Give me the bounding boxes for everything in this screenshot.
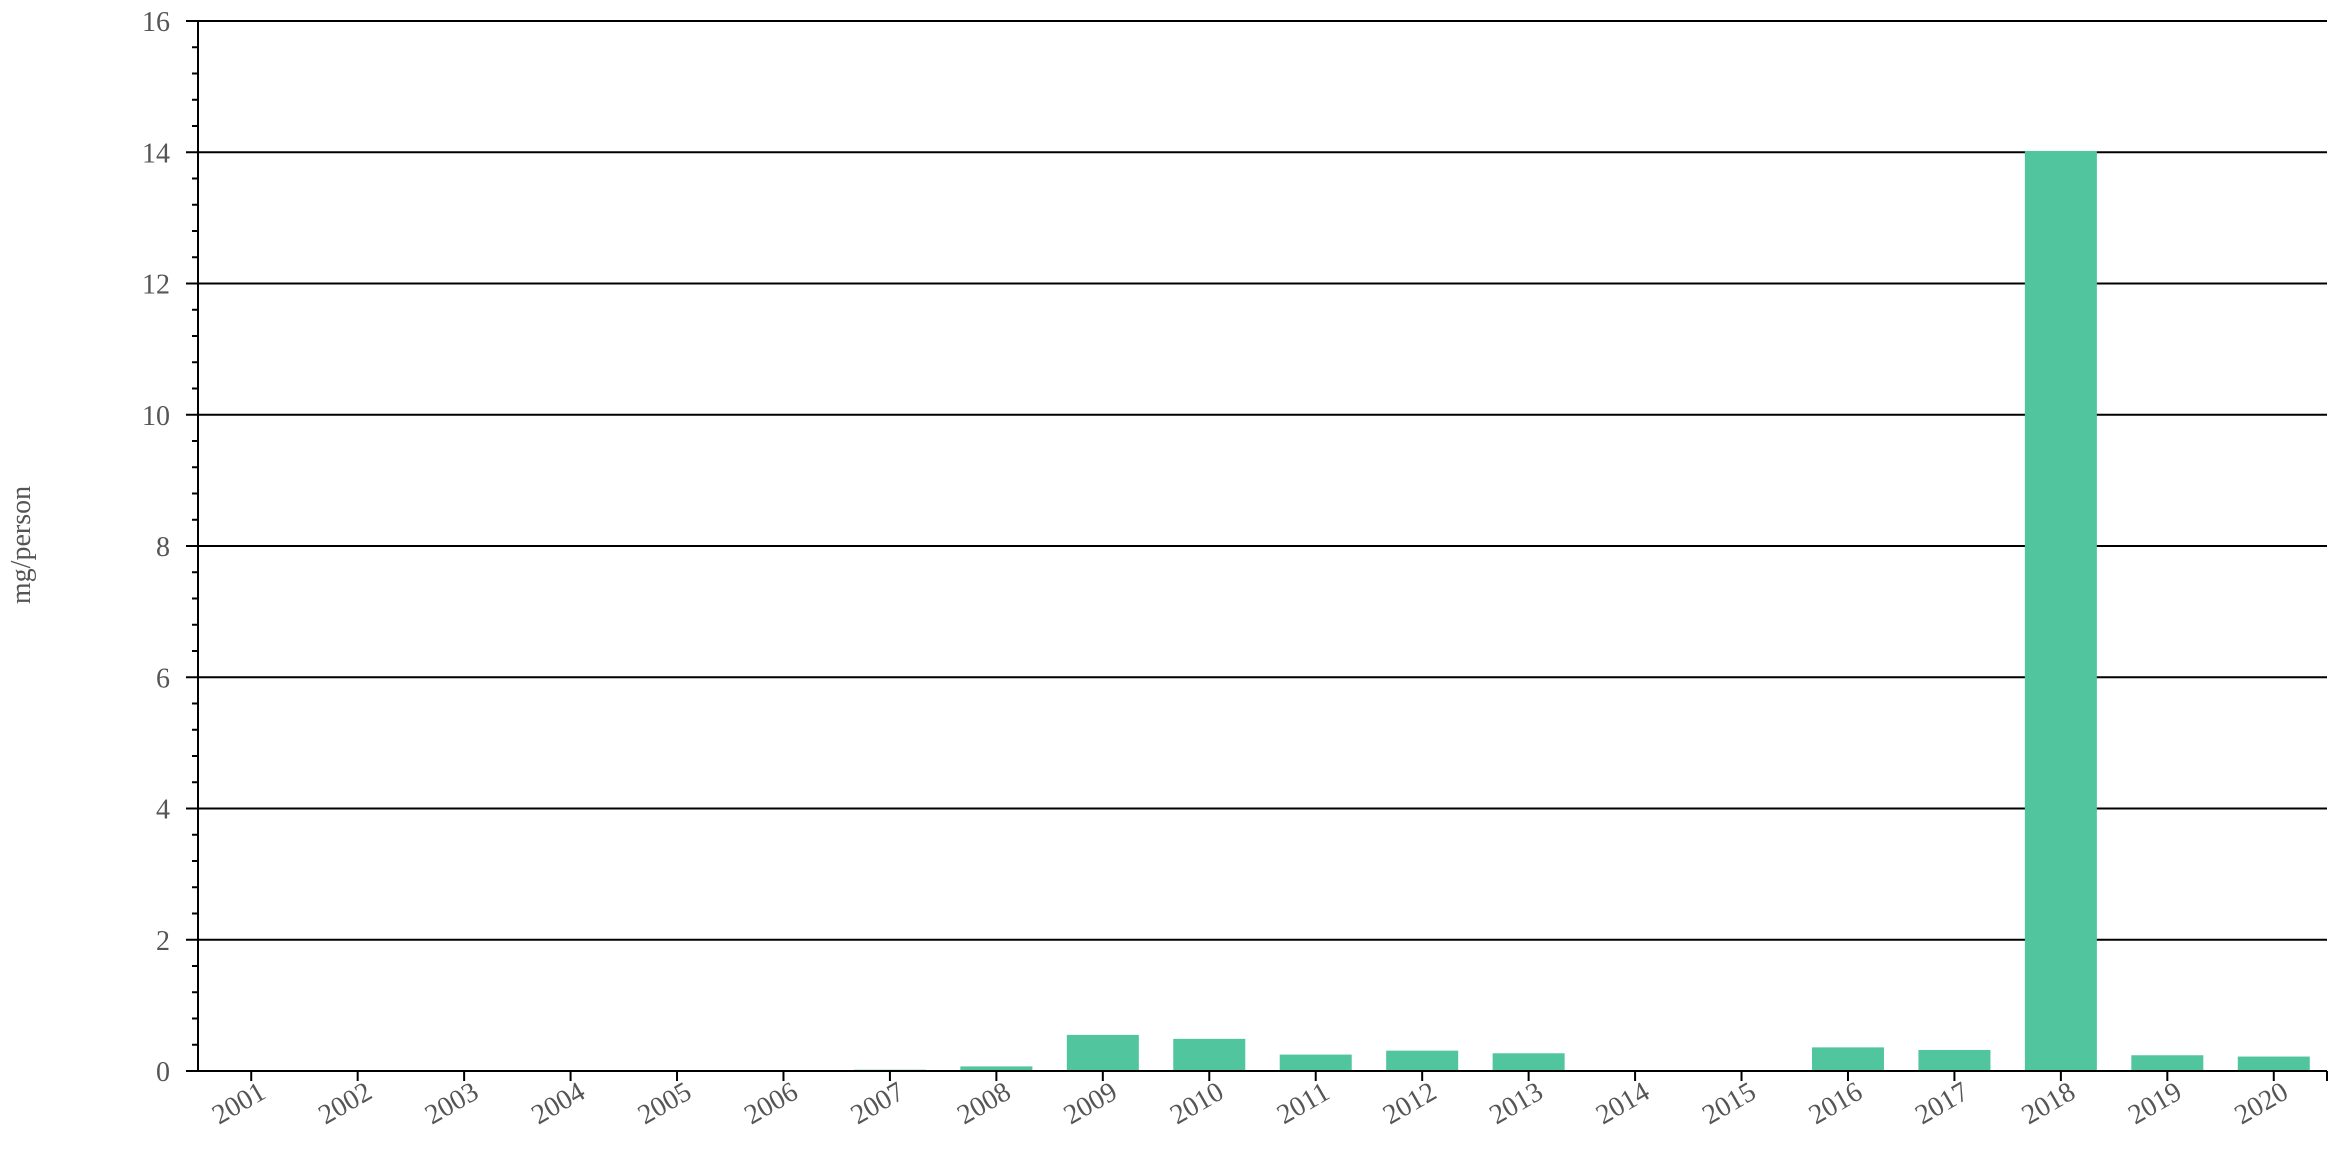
x-tick-label: 2011 (1272, 1076, 1335, 1130)
y-tick-label: 4 (156, 795, 170, 826)
y-tick-label: 10 (142, 401, 170, 432)
x-tick-label: 2018 (2017, 1076, 2081, 1131)
x-tick-label: 2017 (1910, 1076, 1974, 1131)
bar-2011 (1279, 1054, 1352, 1071)
x-tick-label: 2020 (2230, 1076, 2294, 1131)
x-tick-label: 2013 (1484, 1076, 1548, 1131)
x-tick-label: 2002 (313, 1076, 377, 1131)
x-tick-label: 2009 (1059, 1076, 1123, 1131)
x-tick-label: 2007 (846, 1076, 910, 1131)
bar-2018 (2024, 150, 2097, 1071)
x-tick-label: 2006 (739, 1076, 803, 1131)
x-tick-label: 2010 (1165, 1076, 1229, 1131)
bar-2009 (1066, 1034, 1139, 1071)
y-tick-label: 12 (142, 270, 170, 301)
bar-2008 (960, 1066, 1033, 1071)
x-tick-label: 2008 (952, 1076, 1016, 1131)
x-tick-label: 2014 (1591, 1076, 1655, 1131)
y-tick-label: 16 (142, 7, 170, 38)
y-tick-label: 0 (156, 1057, 170, 1088)
bar-2013 (1492, 1053, 1565, 1071)
x-tick-label: 2003 (420, 1076, 484, 1131)
bar-2017 (1918, 1050, 1991, 1071)
bar-2012 (1386, 1050, 1459, 1071)
x-tick-label: 2004 (526, 1076, 590, 1131)
x-tick-label: 2012 (1378, 1076, 1442, 1131)
x-tick-labels: 2001 2002 2003 2004 2005 2006 2007 2008 2009 2010… (207, 1076, 2294, 1131)
x-tick-label: 2016 (1804, 1076, 1868, 1131)
y-tick-label: 14 (142, 138, 170, 169)
bars (853, 150, 2310, 1071)
x-tick-label: 2019 (2123, 1076, 2187, 1131)
x-tick-label: 2001 (207, 1076, 271, 1131)
y-tick-labels: 0 2 4 6 8 10 12 14 16 (142, 7, 170, 1088)
bar-2019 (2131, 1055, 2204, 1071)
y-axis-title: mg/person (6, 486, 37, 604)
bar-2010 (1173, 1038, 1246, 1071)
y-tick-label: 6 (156, 663, 170, 694)
gridlines (198, 20, 2327, 941)
bar-2020 (2237, 1056, 2310, 1071)
y-tick-label: 2 (156, 926, 170, 957)
axes (186, 20, 2328, 1081)
x-tick-label: 2015 (1697, 1076, 1761, 1131)
y-tick-label: 8 (156, 532, 170, 563)
bar-2016 (1811, 1047, 1884, 1071)
x-tick-label: 2005 (633, 1076, 697, 1131)
